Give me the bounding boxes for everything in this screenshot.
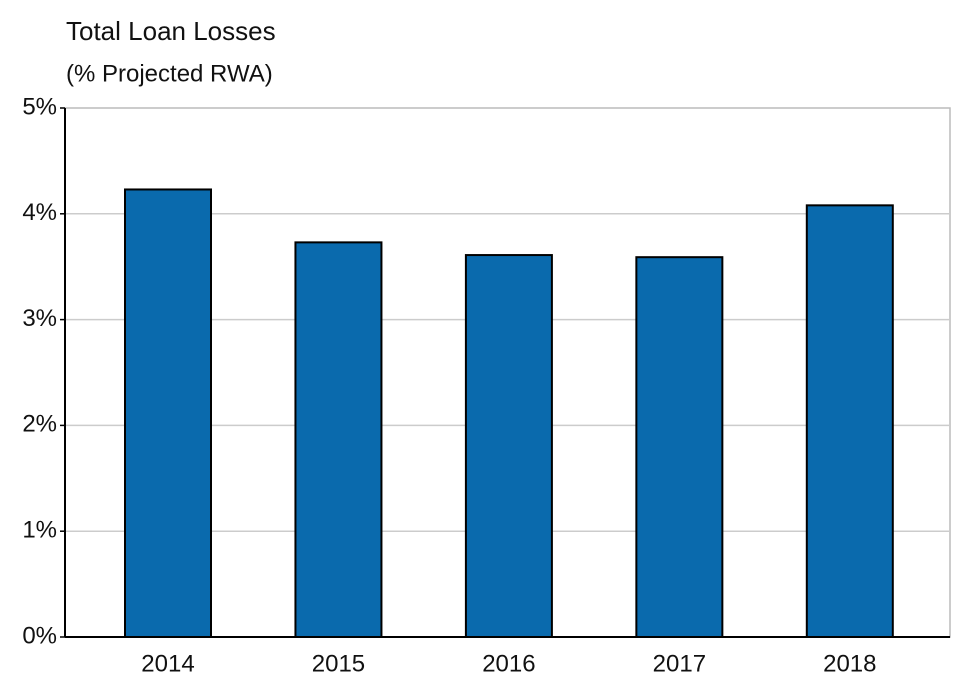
y-tick-label: 0% [22, 622, 57, 649]
bar [294, 241, 383, 638]
x-tick-label: 2015 [312, 650, 365, 677]
y-tick-label: 4% [22, 199, 57, 226]
chart-subtitle: (% Projected RWA) [66, 60, 273, 87]
bar [464, 254, 553, 638]
y-tick-label: 1% [22, 517, 57, 544]
x-tick-label: 2017 [653, 650, 706, 677]
y-tick-label: 2% [22, 411, 57, 438]
y-tick-label: 3% [22, 305, 57, 332]
bar [805, 204, 894, 638]
chart-title: Total Loan Losses [66, 16, 276, 46]
x-tick-label: 2018 [823, 650, 876, 677]
bar [124, 188, 212, 638]
x-tick-label: 2016 [482, 650, 535, 677]
y-tick-label: 5% [22, 93, 57, 120]
bar [635, 256, 724, 638]
x-tick-label: 2014 [141, 650, 194, 677]
